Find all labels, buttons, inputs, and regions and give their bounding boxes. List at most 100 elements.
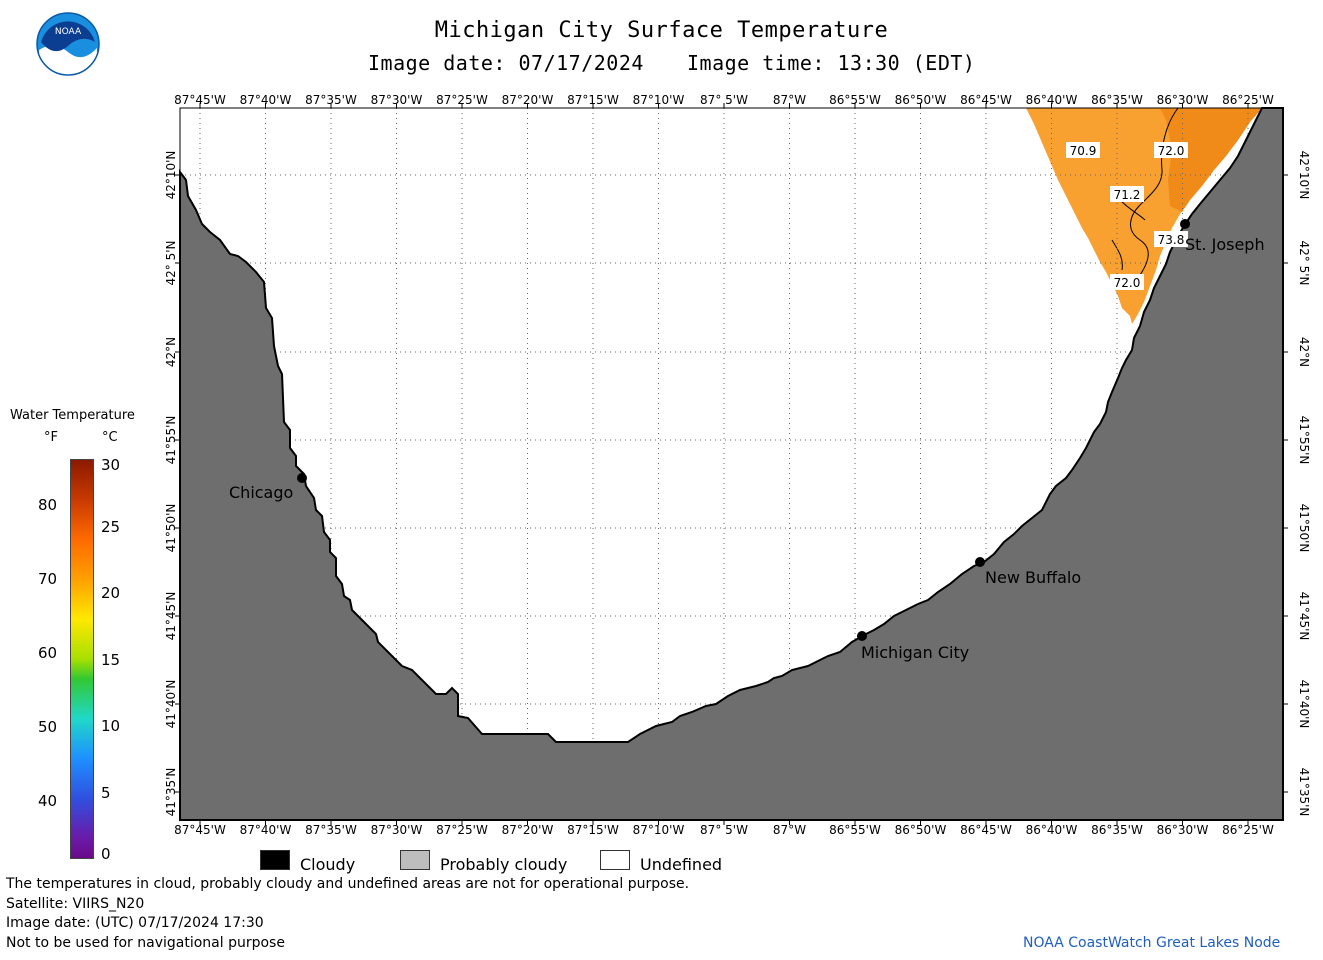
image-time: Image time: 13:30 (EDT)	[687, 51, 976, 75]
city-marker	[857, 631, 867, 641]
latitude-label: 41°45'N	[1297, 592, 1311, 641]
footer-utc-date: Image date: (UTC) 07/17/2024 17:30	[6, 915, 264, 931]
city-label: New Buffalo	[985, 568, 1081, 587]
city-label: St. Joseph	[1185, 235, 1265, 254]
tick-f-50: 50	[38, 718, 58, 736]
longitude-label: 87°30'W	[371, 93, 423, 107]
isotherm-label: 73.8	[1158, 233, 1185, 247]
longitude-label: 87°25'W	[436, 93, 488, 107]
noaa-logo: NOAA	[36, 12, 100, 76]
latitude-label: 42°10'N	[1297, 151, 1311, 200]
longitude-label: 87°W	[773, 93, 806, 107]
map-border	[179, 107, 1284, 821]
legend-unit-f: °F	[44, 430, 58, 445]
tick-f-40: 40	[38, 792, 58, 810]
isotherm-labels: 70.9 72.0 71.2 73.8 72.0	[1066, 142, 1188, 290]
longitude-labels-top: 87°45'W 87°40'W 87°35'W 87°30'W 87°25'W 87°20…	[174, 93, 1274, 107]
isotherm-line	[1111, 199, 1146, 271]
city-marker	[975, 557, 985, 567]
latitude-labels-right: 42°10'N 42° 5'N 42°N 41°55'N 41°50'N 41°45'N 4…	[1297, 151, 1311, 817]
isotherm-label: 72.0	[1114, 276, 1141, 290]
logo-text: NOAA	[55, 27, 82, 37]
key-undefined-label: Undefined	[640, 855, 723, 874]
longitude-label: 86°55'W	[829, 823, 881, 837]
longitude-label: 87°30'W	[371, 823, 423, 837]
latitude-label: 41°50'N	[164, 504, 178, 553]
tick-c-5: 5	[101, 784, 111, 802]
city-label: Chicago	[229, 483, 293, 502]
longitude-label: 87° 5'W	[700, 823, 748, 837]
longitude-label: 87°25'W	[436, 823, 488, 837]
longitude-label: 86°50'W	[895, 823, 947, 837]
longitude-label: 87°35'W	[305, 823, 357, 837]
legend-unit-c: °C	[102, 430, 118, 445]
longitude-label: 86°40'W	[1026, 823, 1078, 837]
latitude-labels-left: 42°10'N 42° 5'N 42°N 41°55'N 41°50'N 41°45'N 4…	[164, 151, 178, 817]
longitude-label: 86°35'W	[1091, 93, 1143, 107]
city-new-buffalo: New Buffalo	[975, 557, 1081, 587]
warm-water-darker	[1160, 108, 1262, 212]
longitude-label: 87°10'W	[633, 823, 685, 837]
key-undefined-swatch	[600, 850, 630, 870]
city-marker	[297, 473, 307, 483]
latitude-label: 42° 5'N	[1297, 241, 1311, 286]
tick-c-0: 0	[101, 845, 111, 863]
longitude-label: 87°10'W	[633, 93, 685, 107]
tick-c-30: 30	[101, 456, 121, 474]
isotherm-label: 72.0	[1158, 144, 1185, 158]
longitude-label: 87°15'W	[567, 823, 619, 837]
longitude-label: 86°30'W	[1157, 93, 1209, 107]
longitude-label: 86°25'W	[1222, 93, 1274, 107]
key-cloudy-swatch	[260, 850, 290, 870]
longitude-label: 87°20'W	[502, 93, 554, 107]
key-probably-cloudy-swatch	[400, 850, 430, 870]
latitude-label: 41°45'N	[164, 592, 178, 641]
image-date: Image date: 07/17/2024	[368, 51, 644, 75]
longitude-label: 86°30'W	[1157, 823, 1209, 837]
isotherm-label: 70.9	[1070, 144, 1097, 158]
latitude-label: 42°N	[164, 337, 178, 367]
axis-ticks	[175, 103, 1288, 825]
longitude-label: 87°40'W	[240, 823, 292, 837]
longitude-label: 87°40'W	[240, 93, 292, 107]
latitude-label: 41°50'N	[1297, 504, 1311, 553]
latitude-label: 41°55'N	[1297, 416, 1311, 465]
key-probably-cloudy-label: Probably cloudy	[440, 855, 568, 874]
legend-title: Water Temperature	[10, 408, 135, 423]
land-area	[179, 107, 1284, 821]
longitude-label: 86°45'W	[960, 93, 1012, 107]
tick-f-80: 80	[38, 496, 58, 514]
latitude-label: 41°40'N	[164, 680, 178, 729]
city-chicago: Chicago	[229, 473, 307, 502]
tick-f-60: 60	[38, 644, 58, 662]
tick-c-20: 20	[101, 584, 121, 602]
longitude-label: 86°55'W	[829, 93, 881, 107]
footer-disclaimer: The temperatures in cloud, probably clou…	[6, 876, 690, 892]
longitude-label: 86°45'W	[960, 823, 1012, 837]
city-michigan-city: Michigan City	[857, 631, 969, 662]
latitude-label: 42°N	[1297, 337, 1311, 367]
city-label: Michigan City	[861, 643, 969, 662]
longitude-label: 87° 5'W	[700, 93, 748, 107]
longitude-label: 86°35'W	[1091, 823, 1143, 837]
longitude-label: 87°45'W	[174, 93, 226, 107]
longitude-labels-bottom: 87°45'W 87°40'W 87°35'W 87°30'W 87°25'W 87°20…	[174, 823, 1274, 837]
isotherm-label: 71.2	[1114, 188, 1141, 202]
tick-c-25: 25	[101, 518, 121, 536]
latitude-label: 42° 5'N	[164, 241, 178, 286]
longitude-label: 86°50'W	[895, 93, 947, 107]
footer-credit: NOAA CoastWatch Great Lakes Node	[1023, 935, 1281, 951]
longitude-label: 86°25'W	[1222, 823, 1274, 837]
longitude-label: 86°40'W	[1026, 93, 1078, 107]
footer-navigation-warning: Not to be used for navigational purpose	[6, 935, 285, 951]
map-title: Michigan City Surface Temperature	[434, 18, 889, 43]
latitude-label: 41°55'N	[164, 416, 178, 465]
longitude-label: 87°W	[773, 823, 806, 837]
tick-f-70: 70	[38, 570, 58, 588]
longitude-label: 87°15'W	[567, 93, 619, 107]
longitude-label: 87°35'W	[305, 93, 357, 107]
tick-c-15: 15	[101, 651, 121, 669]
longitude-label: 87°20'W	[502, 823, 554, 837]
tick-c-10: 10	[101, 717, 121, 735]
